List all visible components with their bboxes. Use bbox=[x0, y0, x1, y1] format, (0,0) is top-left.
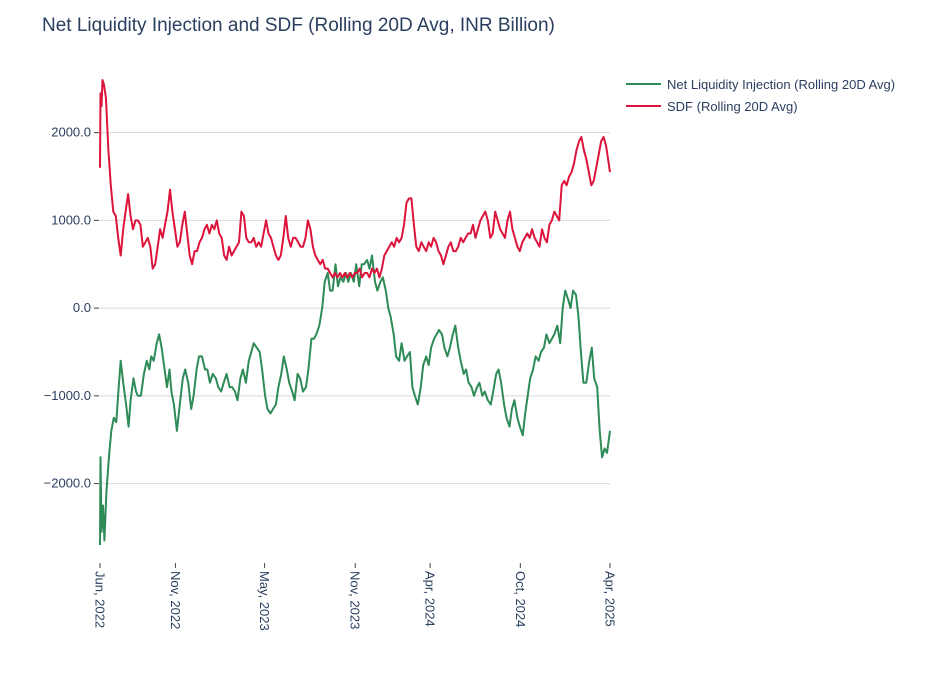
legend-label: Net Liquidity Injection (Rolling 20D Avg… bbox=[667, 77, 895, 92]
x-tick-label: Nov, 2022 bbox=[168, 571, 183, 629]
y-tick-label: 1000.0 bbox=[51, 212, 91, 227]
chart-title: Net Liquidity Injection and SDF (Rolling… bbox=[42, 15, 555, 36]
x-tick-label: Oct, 2024 bbox=[513, 571, 528, 627]
x-tick-label: Apr, 2024 bbox=[423, 571, 438, 627]
legend-label: SDF (Rolling 20D Avg) bbox=[667, 99, 798, 114]
plot-area bbox=[99, 79, 611, 546]
series-line-sdf[interactable] bbox=[99, 79, 611, 279]
legend[interactable]: Net Liquidity Injection (Rolling 20D Avg… bbox=[626, 77, 895, 114]
y-tick-label: −1000.0 bbox=[44, 388, 91, 403]
x-tick-label: May, 2023 bbox=[257, 571, 272, 631]
x-axis: Jun, 2022 Nov, 2022 May, 2023 Nov, 2023 Apr,… bbox=[93, 563, 618, 631]
y-tick-label: 2000.0 bbox=[51, 125, 91, 140]
legend-item[interactable]: SDF (Rolling 20D Avg) bbox=[626, 99, 798, 114]
x-tick-label: Nov, 2023 bbox=[348, 571, 363, 629]
y-tick-label: 0.0 bbox=[73, 300, 91, 315]
y-axis: −2000.0 −1000.0 0.0 1000.0 2000.0 bbox=[44, 125, 99, 491]
y-tick-label: −2000.0 bbox=[44, 476, 91, 491]
legend-item[interactable]: Net Liquidity Injection (Rolling 20D Avg… bbox=[626, 77, 895, 92]
x-tick-label: Apr, 2025 bbox=[603, 571, 618, 627]
x-tick-label: Jun, 2022 bbox=[93, 571, 108, 628]
